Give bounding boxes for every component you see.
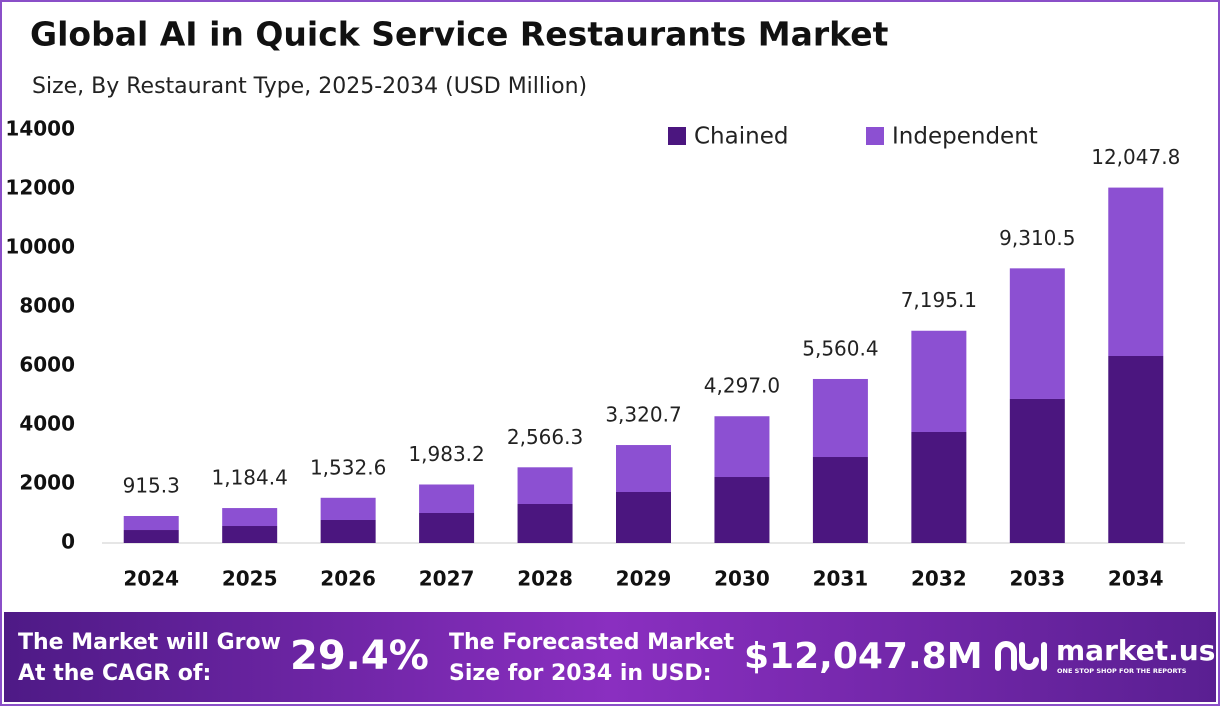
bar-segment xyxy=(222,526,278,543)
total-label: 5,560.4 xyxy=(802,336,878,360)
total-label: 12,047.8 xyxy=(1091,145,1180,169)
x-tick-label: 2030 xyxy=(714,567,770,591)
bar-segment xyxy=(911,431,967,543)
bar-segment xyxy=(1108,187,1164,356)
x-tick-label: 2027 xyxy=(419,567,475,591)
bar-segment xyxy=(320,497,376,520)
bar-segment xyxy=(1108,355,1164,543)
chart-title: Global AI in Quick Service Restaurants M… xyxy=(30,15,889,54)
bar-segment xyxy=(812,457,868,543)
y-tick-label: 10000 xyxy=(5,235,75,259)
bar-segment xyxy=(1009,398,1065,543)
total-label: 9,310.5 xyxy=(999,226,1075,250)
x-tick-label: 2029 xyxy=(616,567,672,591)
footer-banner xyxy=(4,612,1216,702)
forecast-text: The Forecasted Market xyxy=(449,630,735,655)
cagr-text: At the CAGR of: xyxy=(18,661,211,686)
total-label: 1,983.2 xyxy=(408,442,484,466)
bar-segment xyxy=(320,519,376,543)
total-label: 1,184.4 xyxy=(212,466,288,490)
brand: market.us xyxy=(1056,634,1215,667)
cagr-text: The Market will Grow xyxy=(18,630,281,655)
bar-segment xyxy=(714,416,770,478)
bar-segment xyxy=(222,508,278,527)
legend-label: Independent xyxy=(892,124,1038,150)
x-tick-label: 2032 xyxy=(911,567,967,591)
bar-segment xyxy=(1009,268,1065,399)
bar-segment xyxy=(517,504,573,543)
tagline: ONE STOP SHOP FOR THE REPORTS xyxy=(1057,667,1187,675)
x-tick-label: 2028 xyxy=(517,567,573,591)
legend-swatch xyxy=(668,127,686,145)
forecast-text: Size for 2034 in USD: xyxy=(449,661,712,686)
bar-segment xyxy=(123,530,179,543)
x-tick-label: 2024 xyxy=(123,567,179,591)
legend-swatch xyxy=(866,127,884,145)
x-tick-label: 2026 xyxy=(320,567,376,591)
y-tick-label: 14000 xyxy=(5,117,75,141)
bar-segment xyxy=(419,484,475,513)
total-label: 2,566.3 xyxy=(507,425,583,449)
cagr-value: 29.4% xyxy=(290,633,429,679)
y-tick-label: 2000 xyxy=(19,471,75,495)
x-tick-label: 2031 xyxy=(813,567,869,591)
brand-logo xyxy=(995,641,1047,671)
x-tick-label: 2025 xyxy=(222,567,278,591)
x-tick-label: 2033 xyxy=(1009,567,1065,591)
bar-segment xyxy=(419,512,475,543)
y-tick-label: 8000 xyxy=(19,294,75,318)
legend-label: Chained xyxy=(694,124,788,150)
bar-segment xyxy=(616,445,671,492)
y-tick-label: 6000 xyxy=(19,353,75,377)
total-label: 4,297.0 xyxy=(704,374,780,398)
x-tick-label: 2034 xyxy=(1108,567,1164,591)
bar-segment xyxy=(616,491,671,543)
total-label: 1,532.6 xyxy=(310,455,386,479)
y-tick-label: 4000 xyxy=(19,412,75,436)
chart-subtitle: Size, By Restaurant Type, 2025-2034 (USD… xyxy=(32,74,587,99)
total-label: 7,195.1 xyxy=(901,288,977,312)
total-label: 915.3 xyxy=(123,473,180,497)
y-tick-label: 0 xyxy=(61,530,75,554)
bar-segment xyxy=(123,515,179,531)
bar-segment xyxy=(911,330,967,432)
y-tick-label: 12000 xyxy=(5,176,75,200)
bar-segment xyxy=(812,378,868,458)
bar-segment xyxy=(714,477,770,543)
bar-segment xyxy=(517,467,573,505)
forecast-value: $12,047.8M xyxy=(744,636,983,677)
total-label: 3,320.7 xyxy=(605,403,681,427)
